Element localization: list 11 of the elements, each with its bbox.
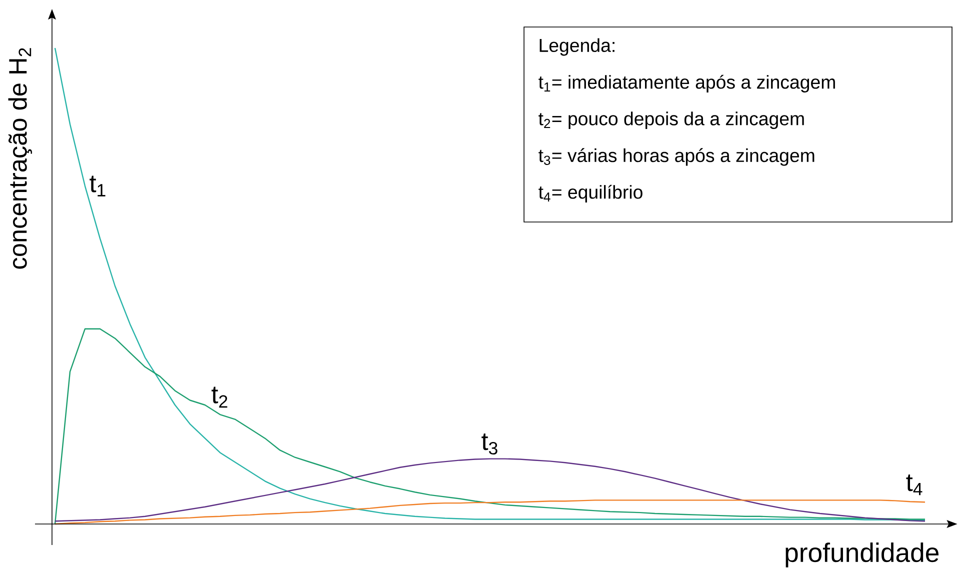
y-axis-title: concentração de H$_{2}$ xyxy=(8,48,32,269)
annotation: t$_{2}$= pouco depois da a zincagem xyxy=(538,112,804,130)
series-label: t$_{3}$ xyxy=(482,434,498,455)
annotation: t$_{4}$= equilíbrio xyxy=(538,184,642,202)
legend-title: Legenda: xyxy=(540,38,614,56)
annotation: t$_{1}$= imediatamente após a zincagem xyxy=(538,74,835,92)
annotation: t$_{3}$= várias horas após a zincagem xyxy=(538,148,814,166)
x-axis-title: profundidade xyxy=(786,542,939,568)
series-label: t$_{1}$ xyxy=(90,176,106,196)
series-label: t$_{2}$ xyxy=(212,386,228,408)
series-label: t$_{4}$ xyxy=(906,474,922,496)
